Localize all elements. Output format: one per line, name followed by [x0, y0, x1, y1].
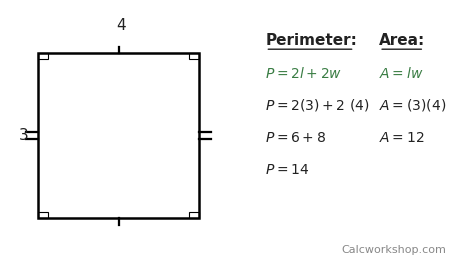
Text: $P = 2(3) + 2\ (4)$: $P = 2(3) + 2\ (4)$: [265, 97, 370, 113]
Text: Calcworkshop.com: Calcworkshop.com: [341, 245, 446, 255]
Text: Area:: Area:: [379, 33, 426, 48]
Text: $A = lw$: $A = lw$: [379, 66, 424, 81]
Text: $A = 12$: $A = 12$: [379, 131, 425, 145]
Bar: [189, 53, 199, 59]
Bar: [38, 53, 199, 218]
Text: $A = (3)(4)$: $A = (3)(4)$: [379, 97, 447, 113]
Bar: [38, 212, 48, 218]
Text: 3: 3: [18, 128, 28, 143]
Text: 4: 4: [116, 18, 126, 33]
Text: $P = 14$: $P = 14$: [265, 163, 310, 177]
Bar: [38, 53, 48, 59]
Text: $P = 2l + 2w$: $P = 2l + 2w$: [265, 66, 343, 81]
Text: Perimeter:: Perimeter:: [265, 33, 357, 48]
Text: $P = 6 + 8$: $P = 6 + 8$: [265, 131, 327, 145]
Bar: [189, 212, 199, 218]
